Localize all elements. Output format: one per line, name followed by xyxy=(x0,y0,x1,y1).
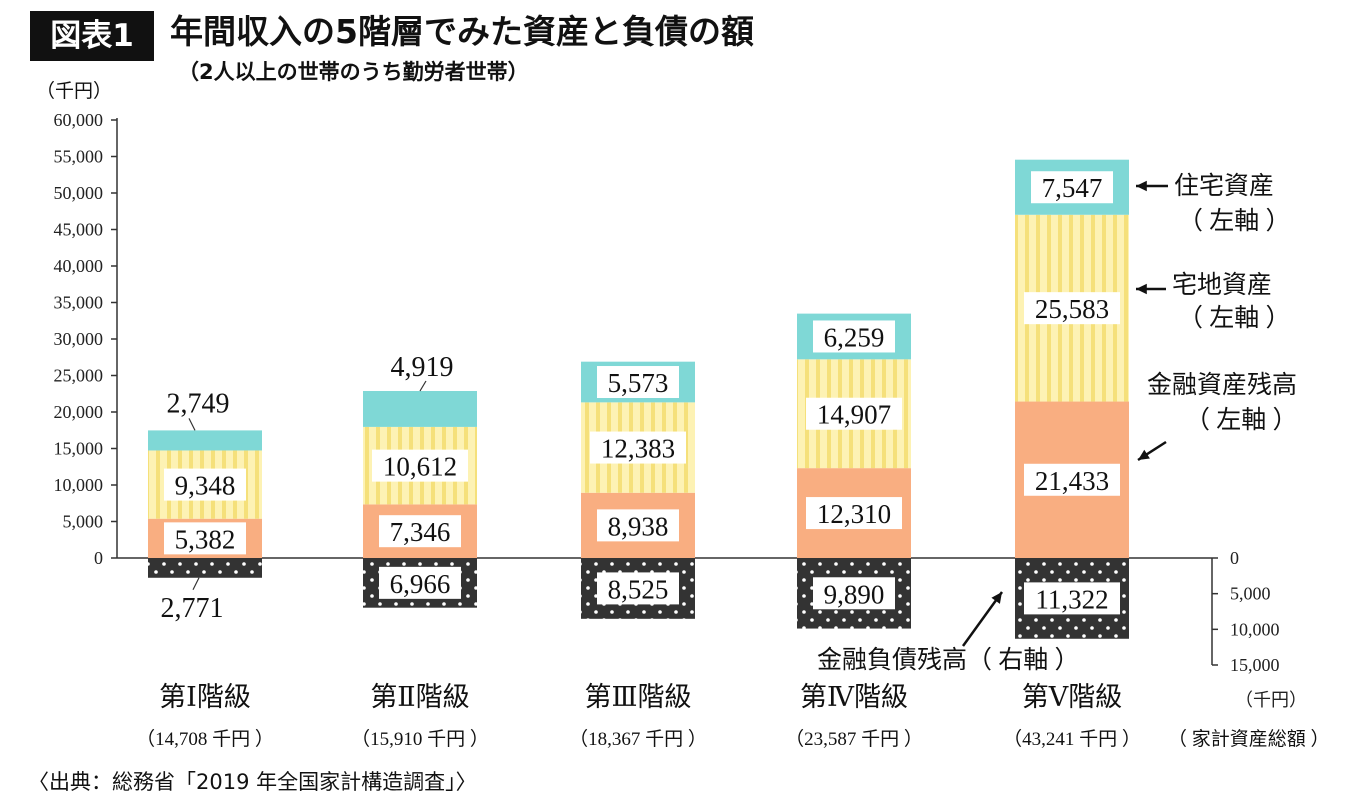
annotation-financial: 金融資産残高 xyxy=(1147,371,1297,399)
label-land-bg xyxy=(590,431,686,464)
total-assets-label: （14,708 千円 ） xyxy=(136,728,274,750)
label-liabilities-bg xyxy=(597,572,679,605)
liabilities-arrow-head xyxy=(991,592,1002,604)
label-financial-bg xyxy=(164,522,246,555)
right-tick-label: 0 xyxy=(1230,548,1239,568)
label-land: 14,907 xyxy=(817,400,891,430)
total-assets-label: （15,910 千円 ） xyxy=(351,728,489,750)
bars xyxy=(148,159,1129,639)
label-financial-bg xyxy=(597,509,679,542)
category-label: 第Ⅳ階級 xyxy=(800,682,908,712)
label-financial: 21,433 xyxy=(1035,466,1109,496)
category-labels: 第Ⅰ階級 （14,708 千円 ） 第Ⅱ階級 （15,910 千円 ） 第Ⅲ階級 （18,… xyxy=(136,682,1141,750)
land-arrow-head xyxy=(1136,283,1147,295)
category-label: 第Ⅴ階級 xyxy=(1022,682,1123,712)
label-land-bg xyxy=(164,468,246,501)
left-tick-label: 20,000 xyxy=(54,402,104,422)
leader-line xyxy=(419,380,427,392)
label-financial: 8,938 xyxy=(608,511,669,541)
label-housing: 6,259 xyxy=(824,322,885,352)
left-tick-label: 35,000 xyxy=(54,293,104,313)
left-axis-unit: （千円） xyxy=(36,80,113,102)
label-housing: 5,573 xyxy=(608,368,669,398)
annotation-liabilities: 金融負債残高（ 右軸 ） xyxy=(817,646,1080,674)
total-assets-label: （18,367 千円 ） xyxy=(569,728,707,750)
label-liabilities: 9,890 xyxy=(824,579,885,609)
data-labels: 5,382 9,348 2,749 2,771 7,346 10,612 4,919 6,96… xyxy=(161,171,1120,624)
liabilities-arrow xyxy=(961,591,1004,647)
label-financial-bg xyxy=(1024,463,1120,496)
bar-housing-assets xyxy=(363,390,477,427)
left-tick-label: 45,000 xyxy=(54,220,104,240)
category-label: 第Ⅲ階級 xyxy=(584,682,691,712)
right-tick-label: 5,000 xyxy=(1230,584,1271,604)
right-tick-label: 10,000 xyxy=(1230,619,1280,639)
label-financial-bg xyxy=(806,497,902,530)
figure-badge: 図表1 xyxy=(30,11,154,61)
category-label: 第Ⅱ階級 xyxy=(370,682,469,712)
label-liabilities: 11,322 xyxy=(1035,584,1108,614)
left-tick-label: 10,000 xyxy=(54,475,104,495)
left-tick-label: 60,000 xyxy=(54,110,104,130)
bar-liabilities xyxy=(148,558,262,578)
label-housing-bg xyxy=(813,320,895,353)
left-tick-label: 40,000 xyxy=(54,256,104,276)
label-financial: 5,382 xyxy=(175,524,236,554)
left-tick-label: 5,000 xyxy=(63,512,104,532)
label-liabilities-bg xyxy=(813,577,895,610)
right-tick-label: 15,000 xyxy=(1230,655,1280,675)
left-tick-label: 55,000 xyxy=(54,147,104,167)
label-housing: 2,749 xyxy=(167,388,230,419)
left-tick-label: 0 xyxy=(94,548,103,568)
chart-subtitle: （2人以上の世帯のうち勤労者世帯） xyxy=(178,60,529,84)
label-financial: 7,346 xyxy=(390,517,451,547)
leader-line xyxy=(188,418,196,431)
label-land: 25,583 xyxy=(1035,294,1109,324)
label-liabilities: 6,966 xyxy=(390,569,451,599)
annotation-housing: 住宅資産 xyxy=(1174,172,1274,200)
label-housing-bg xyxy=(597,366,679,399)
label-land-bg xyxy=(1024,292,1120,325)
label-land: 9,348 xyxy=(175,471,236,501)
total-assets-label: （43,241 千円 ） xyxy=(1003,728,1141,750)
housing-arrow-head xyxy=(1136,180,1147,192)
left-tick-label: 50,000 xyxy=(54,183,104,203)
label-land-bg xyxy=(372,449,468,482)
right-axis-unit: （千円） xyxy=(1235,690,1307,710)
chart-title: 年間収入の5階層でみた資産と負債の額 xyxy=(170,12,754,51)
label-liabilities-bg xyxy=(379,566,461,599)
total-suffix-label: （ 家計資産総額 ） xyxy=(1168,728,1330,750)
category-label: 第Ⅰ階級 xyxy=(159,682,251,712)
annotations: （千円） （ 家計資産総額 ） 住宅資産 （ 左軸 ） 宅地資産 （ 左軸 ） 金融資産… xyxy=(817,172,1330,750)
source-note: 〈出典：総務省「2019 年全国家計構造調査」〉 xyxy=(28,770,477,794)
left-tick-label: 30,000 xyxy=(54,329,104,349)
leader-line xyxy=(192,577,200,591)
financial-arrow-head xyxy=(1138,449,1150,460)
label-liabilities-bg xyxy=(1024,582,1120,615)
label-housing: 7,547 xyxy=(1042,173,1103,203)
left-tick-label: 25,000 xyxy=(54,366,104,386)
label-financial: 12,310 xyxy=(817,499,891,529)
annotation-housing-axis: （ 左軸 ） xyxy=(1178,207,1291,235)
left-tick-label: 15,000 xyxy=(54,439,104,459)
label-liabilities: 8,525 xyxy=(608,574,669,604)
label-land: 10,612 xyxy=(383,452,457,482)
total-assets-label: （23,587 千円 ） xyxy=(785,728,923,750)
label-land: 12,383 xyxy=(601,434,675,464)
annotation-financial-axis: （ 左軸 ） xyxy=(1185,406,1298,434)
label-housing: 4,919 xyxy=(391,352,454,383)
label-housing-bg xyxy=(1031,171,1113,204)
annotation-land-axis: （ 左軸 ） xyxy=(1178,304,1291,332)
bar-housing-assets xyxy=(148,430,262,451)
label-financial-bg xyxy=(379,515,461,548)
label-land-bg xyxy=(806,397,902,430)
label-liabilities: 2,771 xyxy=(161,593,224,624)
annotation-land: 宅地資産 xyxy=(1172,271,1272,299)
